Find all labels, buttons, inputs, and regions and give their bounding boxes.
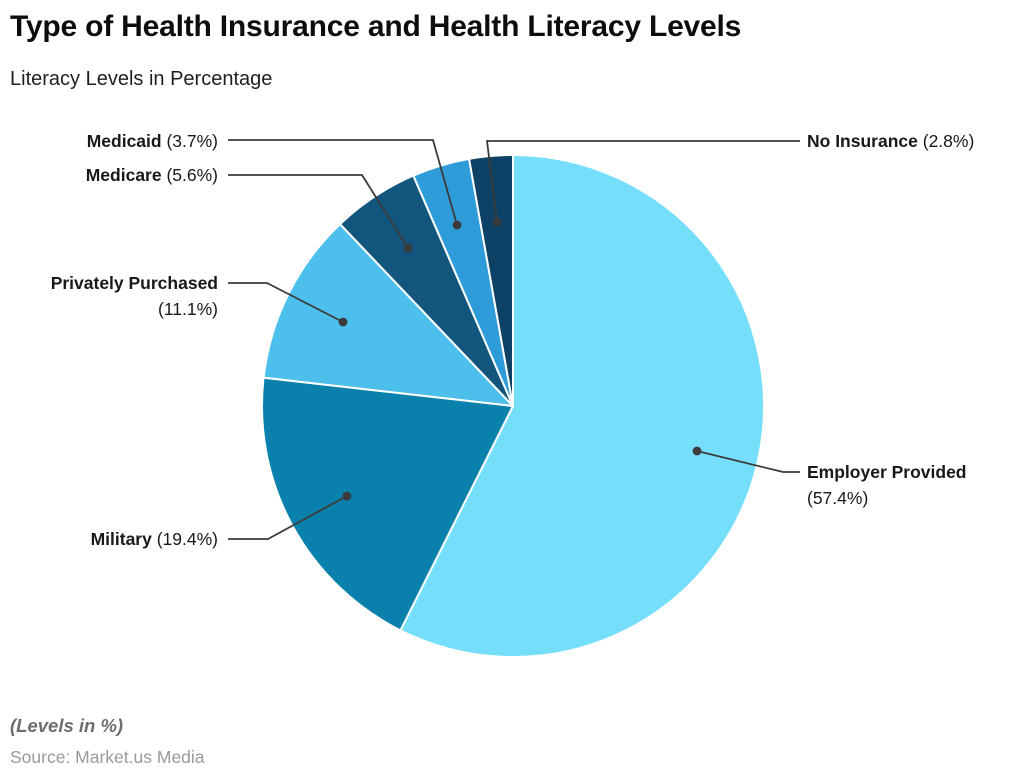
segment-value: (19.4%) [151,529,218,549]
leader-line-medicaid [228,139,458,226]
segment-value: (11.1%) [158,299,218,319]
source-credit: Source: Market.us Media [10,747,205,767]
leader-dot-medicare [403,243,413,253]
segment-name: Employer Provided [807,462,967,482]
segment-name: Military [90,529,152,549]
leader-line-medicare [228,174,409,249]
segment-name: No Insurance [807,131,918,151]
callout-label-employer-provided: Employer Provided (57.4%) [807,459,967,511]
leader-dot-no-insurance [492,217,502,227]
pie-slice-no-insurance [468,153,514,407]
callout-label-medicaid: Medicaid (3.7%) [87,128,218,154]
leader-line-military [228,495,348,540]
pie-slice-employer-provided [399,154,766,658]
segment-name: Medicare [85,165,162,185]
segment-value: (3.7%) [161,131,218,151]
callout-label-military: Military (19.4%) [91,526,218,552]
callout-label-medicare: Medicare (5.6%) [86,162,218,188]
leader-line-privately-purchased [228,282,344,323]
segment-value: (5.6%) [161,165,218,185]
segment-name: Medicaid [86,131,162,151]
leader-dot-privately-purchased [338,317,348,327]
leader-line-no-insurance [485,140,800,223]
segment-value: (57.4%) [807,488,869,508]
leader-line-employer-provided [696,450,800,473]
segment-name: Privately Purchased [50,273,218,293]
callout-label-no-insurance: No Insurance (2.8%) [807,128,974,154]
leader-dot-employer-provided [692,446,702,456]
segment-value: (2.8%) [917,131,975,151]
page-title: Type of Health Insurance and Health Lite… [10,10,742,43]
page-subtitle: Literacy Levels in Percentage [10,68,273,90]
leader-dot-medicaid [452,220,462,230]
leader-dot-military [342,491,352,501]
callout-label-privately-purchased: Privately Purchased (11.1%) [51,270,218,322]
units-note: (Levels in %) [10,715,124,736]
